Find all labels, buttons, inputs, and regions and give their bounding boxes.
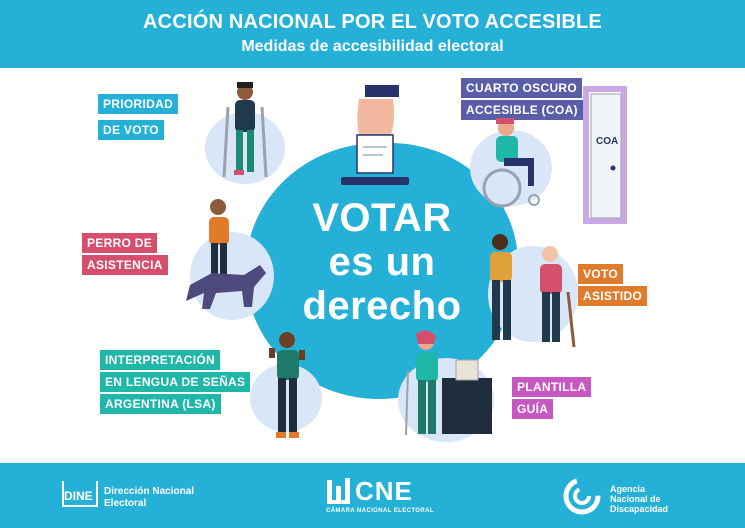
guide-dog-person-illustration [182,195,272,320]
wheelchair-user-illustration [476,118,548,210]
cne-logo-text: CNE [355,476,413,506]
label-asistido-1: VOTO [578,264,623,284]
center-headline: VOTAR es un derecho [246,196,518,328]
label-lsa-1: INTERPRETACIÓN [100,350,220,370]
headline-line-2: es un [328,240,436,284]
label-plantilla-2: GUÍA [512,399,554,419]
label-coa-1: CUARTO OSCURO [461,78,583,98]
footer-banner [0,463,745,528]
label-prioridad-2: DE VOTO [98,120,164,140]
label-perro-2: ASISTENCIA [82,255,168,275]
andis-logo-icon [562,476,604,516]
andis-label: Agencia Nacional de Discapacidad [610,484,669,514]
headline-line-1: VOTAR [312,196,452,240]
label-plantilla-1: PLANTILLA [512,377,592,397]
page-title: ACCIÓN NACIONAL POR EL VOTO ACCESIBLE [143,11,602,33]
sign-language-interpreter-illustration [265,328,310,443]
guide-template-voter-illustration [404,330,496,445]
ballot-hand-illustration [335,85,415,195]
coa-door-illustration [583,86,631,226]
label-lsa-3: ARGENTINA (LSA) [100,394,221,414]
headline-line-3: derecho [302,284,462,328]
header-banner: ACCIÓN NACIONAL POR EL VOTO ACCESIBLE Me… [0,0,745,68]
label-lsa-2: EN LENGUA DE SEÑAS [100,372,251,392]
label-coa-2: ACCESIBLE (COA) [461,100,583,120]
label-prioridad-1: PRIORIDAD [98,94,179,114]
dine-label: Dirección Nacional Electoral [104,486,195,509]
dine-logo-icon [62,481,98,507]
dine-logo-text: DINE [64,489,93,503]
label-perro-1: PERRO DE [82,233,158,253]
assisted-voting-illustration [478,232,578,352]
cne-subtitle: CÁMARA NACIONAL ELECTORAL [326,508,434,514]
cne-logo-icon [325,476,353,506]
door-sign: COA [596,136,619,147]
page-subtitle: Medidas de accesibilidad electoral [241,38,504,55]
crutches-person-illustration [220,82,270,182]
label-asistido-2: ASISTIDO [578,286,648,306]
